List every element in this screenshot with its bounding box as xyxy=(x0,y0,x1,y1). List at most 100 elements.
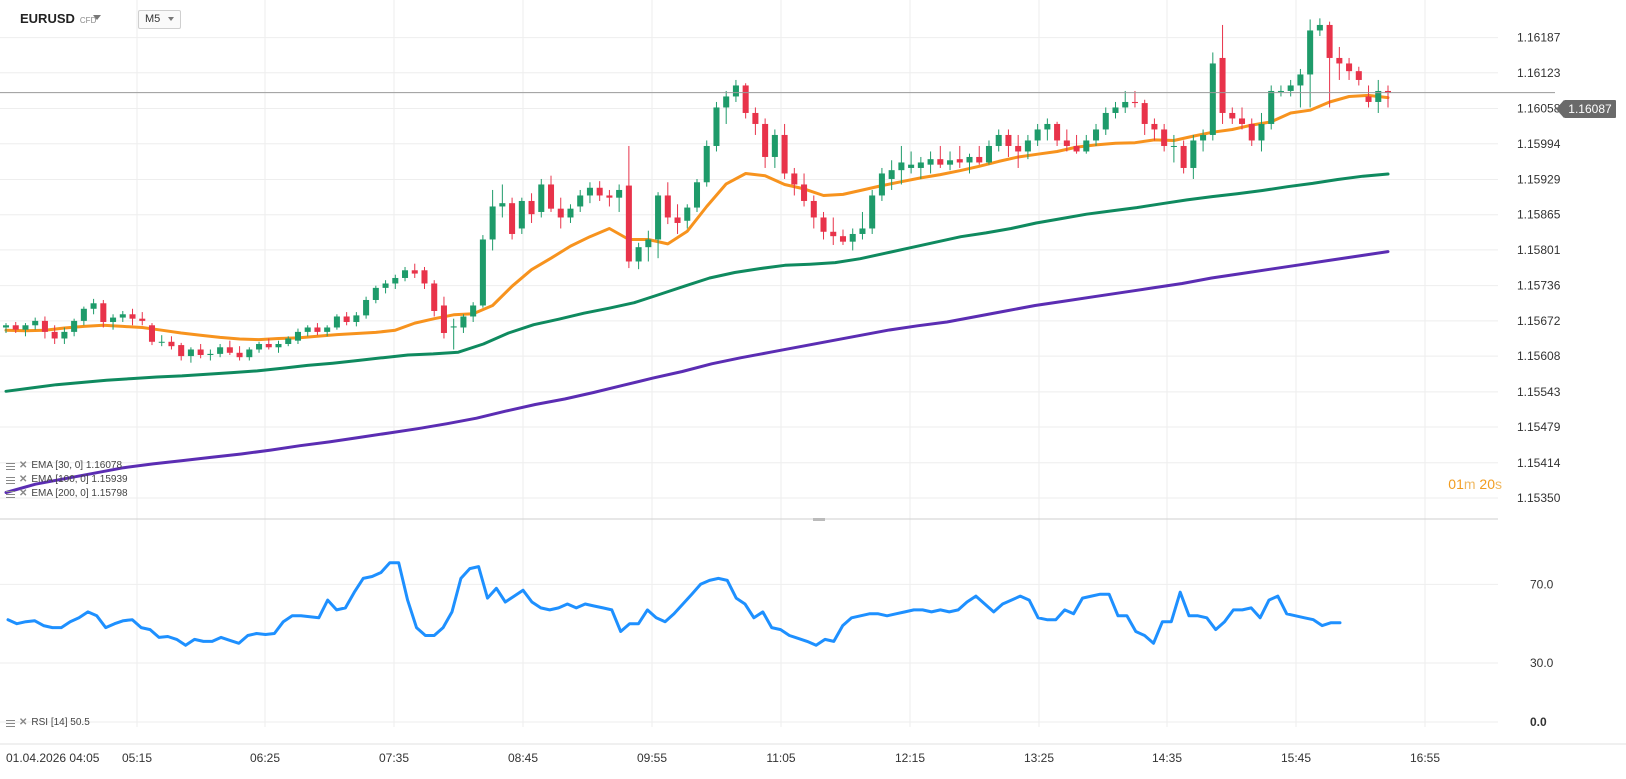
candle-body xyxy=(431,283,438,311)
candle xyxy=(32,317,39,330)
candle-body xyxy=(1277,90,1284,92)
candle xyxy=(596,181,603,201)
candle xyxy=(947,151,954,171)
candle xyxy=(333,314,340,330)
candle-body xyxy=(956,159,963,163)
candle xyxy=(1229,107,1236,124)
candle xyxy=(246,347,253,361)
candle-body xyxy=(518,200,525,229)
legend-ema100: ✕ EMA [100, 0] 1.15939 xyxy=(6,473,128,486)
axes: 01.04.2026 04:05 05:15 06:25 07:35 08:45 09:5… xyxy=(0,31,1626,765)
candle-body xyxy=(1063,140,1070,146)
y-tick-label: 1.15414 xyxy=(1517,456,1561,470)
candle xyxy=(985,140,992,165)
candle-body xyxy=(1355,71,1362,80)
candle xyxy=(1258,112,1265,152)
candle-body xyxy=(392,277,399,284)
candle xyxy=(207,349,214,361)
candle-body xyxy=(372,287,379,300)
candle xyxy=(139,312,146,326)
candle-body xyxy=(2,325,10,328)
x-tick-label: 11:05 xyxy=(766,751,795,765)
candle xyxy=(655,192,662,259)
candle-body xyxy=(1073,145,1080,152)
candle-body xyxy=(606,195,613,198)
candle xyxy=(645,230,652,262)
candle xyxy=(927,151,934,174)
candle-body xyxy=(314,327,321,332)
candle xyxy=(100,299,107,328)
candle-body xyxy=(1044,123,1051,130)
close-icon[interactable]: ✕ xyxy=(19,488,28,499)
candle-body xyxy=(129,314,136,319)
candle xyxy=(1277,85,1284,97)
candle-body xyxy=(285,338,292,344)
candle-body xyxy=(1336,57,1343,64)
candle xyxy=(41,316,48,339)
candle xyxy=(1044,118,1051,141)
candle-body xyxy=(479,239,486,306)
timeframe-select[interactable]: M5 xyxy=(138,10,181,29)
candle-body xyxy=(869,195,876,229)
chevron-down-icon xyxy=(168,17,174,21)
candle-body xyxy=(947,160,954,165)
candle-body xyxy=(830,231,837,237)
close-icon[interactable]: ✕ xyxy=(19,717,28,728)
settings-icon[interactable] xyxy=(6,719,16,727)
candle xyxy=(1336,46,1343,80)
candle xyxy=(820,211,827,240)
close-icon[interactable]: ✕ xyxy=(19,474,28,485)
candle xyxy=(1063,129,1070,152)
close-icon[interactable]: ✕ xyxy=(19,460,28,471)
candle xyxy=(586,182,593,204)
candle xyxy=(51,325,58,344)
candle xyxy=(1112,101,1119,119)
candle-body xyxy=(664,195,671,218)
candle xyxy=(1326,21,1333,108)
chevron-down-icon[interactable] xyxy=(93,15,101,20)
candle xyxy=(1365,85,1372,108)
candle-body xyxy=(256,343,263,350)
candle-body xyxy=(1375,90,1382,102)
candle-body xyxy=(655,195,662,240)
ema30-line xyxy=(4,93,1390,342)
settings-icon[interactable] xyxy=(6,462,16,470)
symbol-name[interactable]: EURUSD xyxy=(20,11,75,26)
candle-body xyxy=(878,173,885,196)
candle xyxy=(859,211,866,240)
candle xyxy=(256,341,263,353)
candle-body xyxy=(1190,140,1197,168)
candle xyxy=(71,318,78,337)
candle-body xyxy=(324,327,331,332)
candle xyxy=(1024,134,1031,160)
candle xyxy=(1219,24,1226,124)
timeframe-value: M5 xyxy=(145,13,161,25)
candle-body xyxy=(236,352,243,358)
symbol-selector[interactable]: EURUSD CFD xyxy=(20,11,96,26)
candle xyxy=(372,285,379,304)
candle-body xyxy=(1112,107,1119,113)
candle-body xyxy=(421,270,428,284)
legend-ema100-label: EMA [100, 0] 1.15939 xyxy=(31,474,128,485)
candle xyxy=(1083,134,1090,154)
candle-body xyxy=(226,347,233,353)
candle xyxy=(236,346,243,361)
candle-body xyxy=(1083,140,1090,152)
candle xyxy=(1073,134,1080,154)
candle-body xyxy=(90,303,97,309)
candle-body xyxy=(119,314,126,318)
candle xyxy=(616,184,623,212)
candle-body xyxy=(791,173,798,185)
candle xyxy=(625,145,632,269)
candle xyxy=(119,310,126,322)
legend-ema30: ✕ EMA [30, 0] 1.16078 xyxy=(6,459,122,472)
candle xyxy=(275,340,282,353)
settings-icon[interactable] xyxy=(6,476,16,484)
candle-body xyxy=(22,325,29,330)
current-price-badge: 1.16087 xyxy=(1556,100,1616,118)
candle-body xyxy=(801,184,808,201)
countdown-min-unit: m xyxy=(1463,476,1476,492)
candle-body xyxy=(1307,30,1314,75)
settings-icon[interactable] xyxy=(6,490,16,498)
